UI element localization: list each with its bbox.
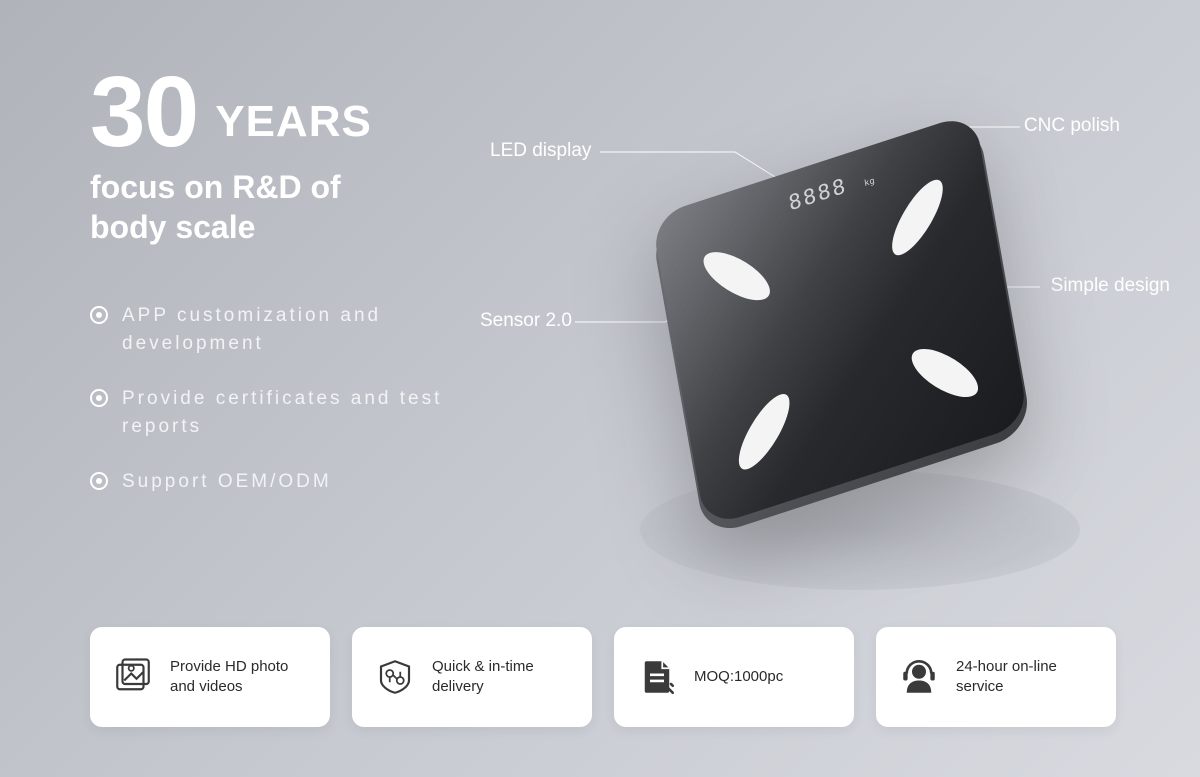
bullet-item: APP customization and development xyxy=(90,302,510,357)
card-text: Quick & in-time delivery xyxy=(432,657,570,698)
bullet-icon xyxy=(90,472,108,490)
card-service: 24-hour on-line service xyxy=(876,627,1116,727)
bullet-icon xyxy=(90,389,108,407)
card-photo: Provide HD photo and videos xyxy=(90,627,330,727)
bullet-icon xyxy=(90,306,108,324)
headline-number: 30 xyxy=(90,70,197,155)
bullet-list: APP customization and development Provid… xyxy=(90,302,510,496)
card-text: 24-hour on-line service xyxy=(956,657,1094,698)
product-scale: 8888 kg xyxy=(600,100,1080,580)
bullet-item: Provide certificates and test reports xyxy=(90,385,510,440)
card-text: MOQ:1000pc xyxy=(694,667,783,687)
card-text: Provide HD photo and videos xyxy=(170,657,308,698)
callout-led: LED display xyxy=(490,140,591,162)
headline-block: 30 YEARS focus on R&D of body scale APP … xyxy=(90,70,510,524)
photo-icon xyxy=(112,656,154,698)
card-moq: MOQ:1000pc xyxy=(614,627,854,727)
callout-sensor: Sensor 2.0 xyxy=(480,310,572,332)
bullet-item: Support OEM/ODM xyxy=(90,468,510,496)
document-icon xyxy=(636,656,678,698)
headline-years: YEARS xyxy=(215,97,372,155)
delivery-icon xyxy=(374,656,416,698)
card-delivery: Quick & in-time delivery xyxy=(352,627,592,727)
headline-subtitle: focus on R&D of body scale xyxy=(90,167,510,247)
headset-icon xyxy=(898,656,940,698)
feature-cards: Provide HD photo and videos Quick & in-t… xyxy=(90,627,1116,727)
product-diagram: LED display CNC polish Sensor 2.0 Simple… xyxy=(480,100,1180,620)
